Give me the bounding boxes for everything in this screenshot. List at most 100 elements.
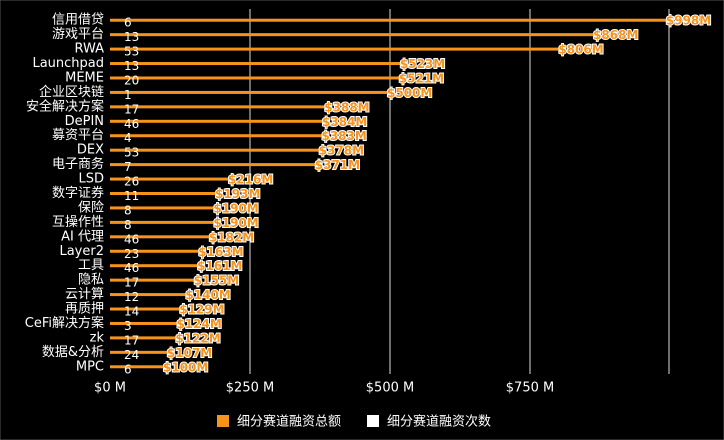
count-label: 20 (124, 73, 139, 87)
y-tick-label: CeFi解决方案 (25, 315, 104, 331)
value-label: $806M (558, 43, 603, 57)
bar (110, 206, 217, 210)
bar (110, 365, 166, 369)
x-tick-label: $250 M (226, 381, 274, 396)
value-label: $161M (197, 259, 242, 273)
value-label: $216M (228, 173, 273, 187)
value-label: $378M (319, 144, 364, 158)
count-label: 8 (124, 218, 132, 232)
bar (110, 163, 318, 167)
value-label: $193M (215, 187, 260, 201)
y-tick-label: 电子商务 (52, 156, 104, 172)
value-label: $868M (593, 28, 638, 42)
value-label: $383M (321, 129, 366, 143)
y-tick-label: 安全解决方案 (26, 98, 104, 114)
bar (110, 321, 180, 325)
bar (110, 220, 217, 224)
value-label: $107M (167, 346, 212, 360)
y-tick-label: 保险 (78, 200, 104, 215)
legend-label: 细分赛道融资次数 (387, 414, 491, 430)
bar (110, 177, 231, 181)
count-label: 3 (124, 319, 132, 333)
count-label: 12 (124, 290, 139, 304)
count-label: 53 (124, 45, 139, 59)
bar (110, 264, 201, 268)
count-label: 24 (124, 348, 139, 362)
y-tick-label: 云计算 (65, 287, 104, 302)
y-tick-label: 互操作性 (52, 214, 104, 230)
count-label: 14 (124, 305, 139, 319)
value-label: $190M (213, 216, 258, 230)
value-label: $500M (387, 86, 432, 100)
x-tick-label: $0 M (94, 381, 126, 396)
count-label: 8 (124, 203, 132, 217)
legend-label: 细分赛道融资总额 (237, 414, 341, 430)
bar (110, 47, 562, 51)
legend-swatch (367, 415, 380, 427)
bar (110, 336, 179, 340)
y-tick-label: 游戏平台 (52, 27, 104, 42)
count-label: 1 (124, 88, 132, 102)
y-tick-label: LSD (78, 172, 104, 187)
bar (110, 249, 202, 253)
y-tick-label: 再质押 (65, 302, 104, 317)
bar (110, 350, 170, 354)
value-label: $163M (198, 245, 243, 259)
value-label: $182M (209, 230, 254, 244)
bar (110, 90, 390, 94)
bar (110, 76, 402, 80)
count-label: 6 (124, 362, 132, 376)
bar (110, 62, 403, 66)
count-label: 17 (124, 333, 139, 347)
value-label: $523M (400, 57, 445, 71)
x-tick-label: $500 M (366, 381, 414, 396)
value-label: $190M (213, 201, 258, 215)
bar (110, 278, 197, 282)
bar (110, 18, 669, 22)
count-label: 46 (124, 261, 139, 275)
count-label: 26 (124, 175, 139, 189)
bar (110, 119, 326, 123)
bar (110, 33, 597, 37)
count-label: 23 (124, 247, 139, 261)
legend-swatch (217, 415, 229, 427)
value-label: $100M (163, 360, 208, 374)
x-tick-label: $750 M (506, 381, 554, 396)
y-tick-label: Launchpad (32, 56, 104, 71)
count-label: 17 (124, 276, 139, 290)
y-tick-label: 募资平台 (52, 128, 104, 143)
y-tick-label: MPC (76, 359, 104, 374)
value-label: $129M (179, 303, 224, 317)
bar (110, 235, 212, 239)
y-tick-label: 数据&分析 (42, 345, 104, 360)
count-label: 13 (124, 59, 139, 73)
y-tick-label: 企业区块链 (39, 84, 104, 100)
y-tick-label: DePIN (65, 114, 104, 129)
y-tick-label: 工具 (78, 258, 104, 273)
value-label: $122M (175, 331, 220, 345)
count-label: 46 (124, 232, 139, 246)
y-tick-label: 数字证券 (52, 185, 104, 201)
y-tick-label: 信用借贷 (52, 13, 104, 28)
value-label: $384M (322, 115, 367, 129)
bar (110, 307, 183, 311)
y-tick-label: DEX (77, 143, 104, 158)
bar (110, 192, 219, 195)
bar (110, 134, 325, 138)
value-label: $124M (176, 317, 221, 331)
y-tick-label: Layer2 (59, 244, 104, 259)
bar (110, 148, 322, 152)
value-label: $140M (185, 288, 230, 302)
y-tick-label: MEME (65, 70, 104, 85)
bar (110, 105, 328, 109)
count-label: 7 (124, 160, 132, 174)
bar (110, 293, 189, 297)
y-tick-label: 隐私 (78, 273, 104, 288)
value-label: $371M (315, 158, 360, 172)
value-label: $521M (399, 71, 444, 85)
value-label: $998M (666, 14, 711, 28)
count-label: 17 (124, 102, 139, 116)
count-label: 6 (124, 16, 132, 30)
